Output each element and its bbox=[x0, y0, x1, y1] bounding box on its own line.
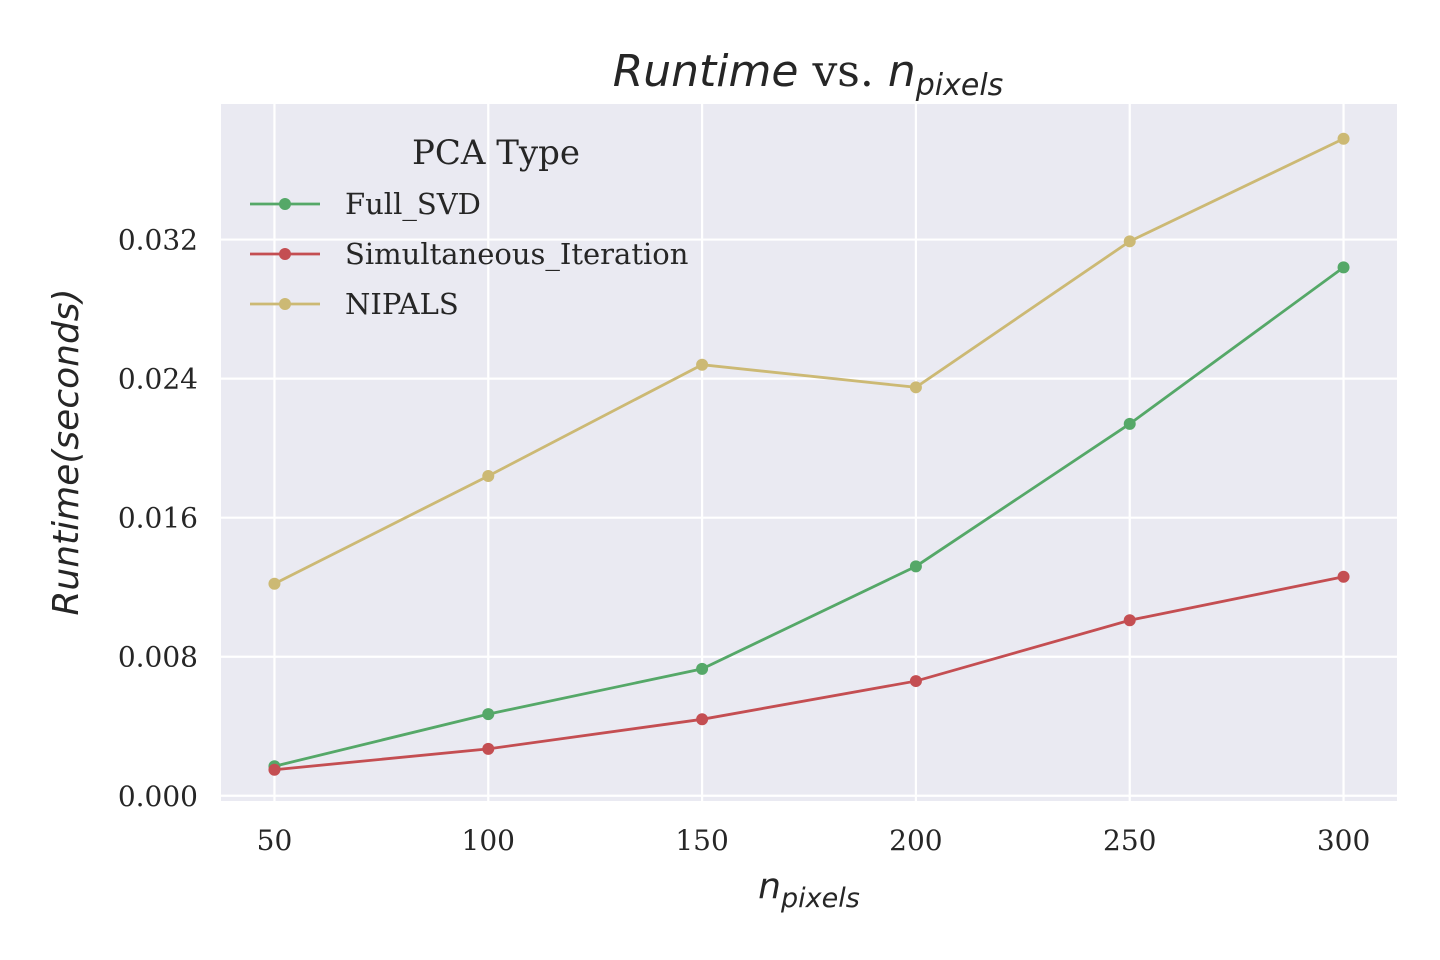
data-point-simultaneous_iteration bbox=[909, 675, 922, 688]
legend-label: Simultaneous_Iteration bbox=[345, 237, 688, 272]
x-tick-label: 250 bbox=[1103, 824, 1156, 857]
legend-marker bbox=[279, 198, 291, 210]
y-tick-label: 0.024 bbox=[118, 363, 198, 396]
data-point-nipals bbox=[696, 358, 709, 371]
x-axis-label-sub: pixels bbox=[780, 883, 860, 914]
data-point-full_svd bbox=[696, 662, 709, 675]
legend-label: Full_SVD bbox=[345, 187, 481, 222]
data-point-nipals bbox=[268, 577, 281, 590]
data-point-nipals bbox=[1337, 132, 1350, 145]
data-point-simultaneous_iteration bbox=[1123, 614, 1136, 627]
grid bbox=[221, 104, 1397, 801]
data-point-simultaneous_iteration bbox=[696, 713, 709, 726]
y-ticks: 0.000 0.008 0.016 0.024 0.032 bbox=[118, 224, 198, 813]
y-tick-label: 0.000 bbox=[118, 780, 198, 813]
chart-title: Runtime vs. npixels bbox=[613, 46, 1004, 103]
series-group bbox=[268, 132, 1350, 776]
legend-marker bbox=[279, 248, 291, 260]
data-point-simultaneous_iteration bbox=[1337, 570, 1350, 583]
series-line-nipals bbox=[273, 137, 1345, 585]
title-var: n bbox=[888, 46, 916, 97]
title-vs: vs. bbox=[798, 46, 887, 97]
data-point-simultaneous_iteration bbox=[482, 742, 495, 755]
x-axis-label-var: n bbox=[758, 866, 781, 907]
y-axis-label: Runtime(seconds) bbox=[46, 288, 87, 615]
data-point-full_svd bbox=[909, 560, 922, 573]
data-point-full_svd bbox=[1337, 261, 1350, 274]
data-point-full_svd bbox=[482, 708, 495, 721]
x-tick-label: 300 bbox=[1317, 824, 1370, 857]
data-point-full_svd bbox=[1123, 417, 1136, 430]
legend: PCA Type Full_SVD Simultaneous_Iteration N… bbox=[250, 133, 688, 321]
legend-marker bbox=[279, 298, 291, 310]
plot-area bbox=[221, 104, 1397, 801]
data-point-nipals bbox=[482, 469, 495, 482]
data-point-nipals bbox=[1123, 235, 1136, 248]
data-point-nipals bbox=[909, 381, 922, 394]
y-tick-label: 0.016 bbox=[118, 502, 198, 535]
x-tick-label: 200 bbox=[889, 824, 942, 857]
series-line-full_svd bbox=[274, 266, 1345, 768]
legend-label: NIPALS bbox=[345, 287, 459, 321]
x-axis-label: npixels bbox=[758, 866, 860, 914]
y-tick-label: 0.008 bbox=[118, 641, 198, 674]
x-tick-label: 50 bbox=[257, 824, 293, 857]
title-main: Runtime bbox=[613, 46, 799, 97]
y-tick-label: 0.032 bbox=[118, 224, 198, 257]
title-sub: pixels bbox=[915, 68, 1004, 103]
series-line-simultaneous_iteration bbox=[274, 575, 1344, 772]
x-tick-label: 150 bbox=[675, 824, 728, 857]
data-point-simultaneous_iteration bbox=[268, 763, 281, 776]
x-ticks: 50 100 150 200 250 300 bbox=[257, 824, 1371, 857]
legend-items: Full_SVD Simultaneous_Iteration NIPALS bbox=[250, 187, 688, 321]
x-tick-label: 100 bbox=[462, 824, 515, 857]
legend-title: PCA Type bbox=[412, 133, 580, 173]
